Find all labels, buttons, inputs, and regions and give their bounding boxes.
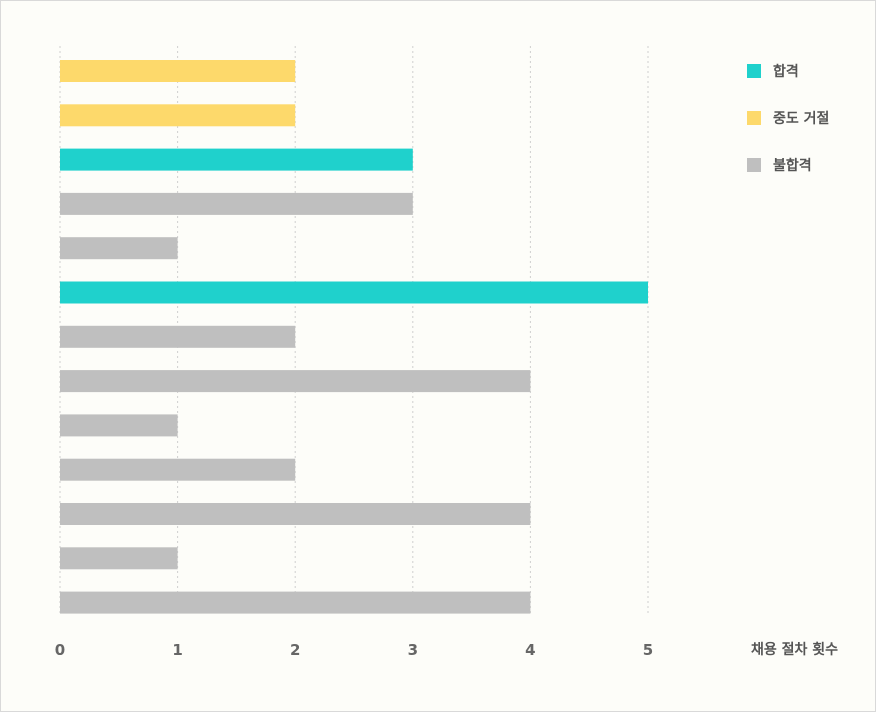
bar-9-fail[interactable] xyxy=(60,414,178,437)
legend-swatch-dropout xyxy=(747,111,761,125)
x-tick-label-4: 4 xyxy=(525,641,535,659)
bar-12-fail[interactable] xyxy=(60,547,178,570)
bar-6-pass[interactable] xyxy=(60,281,648,304)
x-axis-ticks: 0 1 2 3 4 5 xyxy=(55,641,653,659)
legend-swatch-fail xyxy=(747,158,761,172)
legend-label-dropout: 중도 거절 xyxy=(773,111,829,127)
x-tick-label-1: 1 xyxy=(172,641,182,659)
bars xyxy=(60,60,648,614)
x-tick-label-3: 3 xyxy=(408,641,418,659)
bar-8-fail[interactable] xyxy=(60,370,531,393)
bar-1-dropout[interactable] xyxy=(60,60,296,82)
bar-7-fail[interactable] xyxy=(60,325,296,348)
legend-label-pass: 합격 xyxy=(773,63,799,80)
legend-label-fail: 불합격 xyxy=(773,157,812,174)
bar-11-fail[interactable] xyxy=(60,503,531,525)
x-tick-label-5: 5 xyxy=(643,641,653,659)
bar-10-fail[interactable] xyxy=(60,458,296,481)
bar-3-pass[interactable] xyxy=(60,148,413,171)
bar-4-fail[interactable] xyxy=(60,192,413,215)
legend-swatch-pass xyxy=(747,64,761,78)
x-axis-title: 채용 절차 횟수 xyxy=(751,641,838,658)
x-tick-label-0: 0 xyxy=(55,641,65,659)
bar-2-dropout[interactable] xyxy=(60,104,296,127)
x-tick-label-2: 2 xyxy=(290,641,300,659)
bar-13-fail[interactable] xyxy=(60,591,531,614)
bar-5-fail[interactable] xyxy=(60,237,178,260)
